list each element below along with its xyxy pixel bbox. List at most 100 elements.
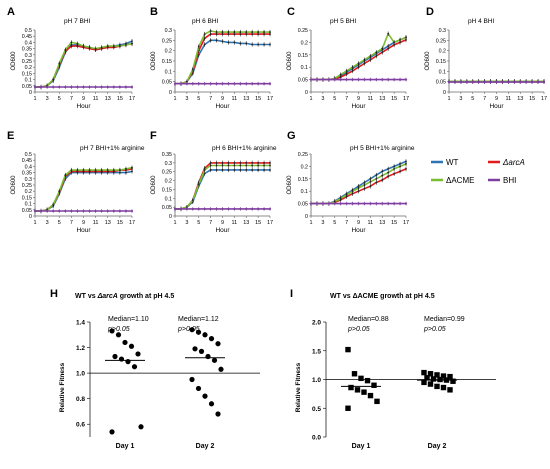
data-point — [363, 58, 366, 61]
x-tick-label: 9 — [357, 220, 360, 226]
data-point — [393, 202, 396, 205]
y-tick-label: 0.05 — [162, 205, 172, 211]
x-tick-label: 15 — [391, 96, 397, 102]
data-point — [381, 179, 384, 181]
y-tick-label: 0.45 — [22, 34, 32, 40]
x-tick-label: 9 — [82, 220, 85, 226]
data-point — [381, 174, 384, 177]
series-bhi — [309, 77, 408, 82]
data-point — [257, 161, 260, 164]
legend-label: BHI — [503, 176, 516, 185]
x-tick-label: 5 — [58, 220, 61, 226]
data-point — [536, 80, 540, 84]
y-tick-label: 0.4 — [25, 164, 32, 170]
panel-title: WT vs ΔarcA growth at pH 4.5 — [75, 293, 174, 300]
data-point — [251, 169, 254, 171]
y-tick-label: 0.1 — [439, 69, 446, 75]
x-tick-label: 13 — [379, 96, 385, 102]
stat-median: Median=0.99 — [424, 316, 465, 323]
data-point — [375, 78, 378, 81]
x-axis-label: Hour — [76, 227, 91, 234]
y-tick-label: 0.3 — [25, 177, 32, 183]
data-point — [203, 37, 206, 40]
data-point — [361, 389, 367, 395]
data-point — [192, 346, 198, 352]
data-point — [100, 85, 103, 89]
data-point — [122, 339, 128, 346]
data-point — [345, 202, 348, 205]
y-tick-label: 0.25 — [22, 183, 32, 189]
data-point — [339, 73, 342, 76]
data-point — [130, 85, 134, 89]
data-point — [471, 80, 474, 84]
data-point — [185, 80, 188, 83]
data-point — [381, 51, 384, 54]
data-point — [315, 78, 319, 81]
data-point — [64, 48, 67, 51]
y-tick-label: 0.5 — [25, 152, 32, 158]
y-tick-label: 0.5 — [312, 406, 321, 413]
data-point — [195, 329, 202, 335]
data-point — [339, 197, 342, 200]
x-tick-label: 17 — [541, 96, 547, 102]
data-point — [381, 47, 384, 50]
data-point — [245, 207, 248, 211]
data-point — [215, 164, 218, 167]
data-point — [52, 85, 55, 89]
panel-f: FpH 6 BHI+1% arginine 0 0.05 0.1 0.15 0.2 0.25… — [150, 130, 277, 234]
y-tick-label: 0.0 — [312, 435, 321, 442]
y-tick-label: 0.2 — [165, 179, 172, 185]
data-point — [263, 31, 265, 33]
data-point — [399, 39, 401, 41]
legend-item-acme: ΔACME — [431, 176, 474, 185]
stat-median: Median=0.88 — [348, 316, 389, 323]
data-point — [215, 169, 218, 171]
data-point — [447, 387, 453, 393]
data-point — [351, 70, 354, 72]
data-point — [375, 177, 378, 180]
data-point — [351, 78, 354, 81]
data-point — [130, 209, 134, 213]
data-point — [465, 80, 468, 84]
data-point — [519, 80, 522, 84]
data-point — [257, 207, 260, 211]
data-point — [427, 381, 434, 387]
data-point — [351, 371, 358, 377]
data-point — [268, 82, 272, 85]
data-point — [202, 393, 208, 399]
panel-letter: B — [150, 6, 158, 18]
data-point — [477, 80, 480, 84]
data-point — [393, 167, 396, 170]
legend-item-bhi: BHI — [488, 176, 516, 185]
data-point — [221, 40, 224, 43]
data-point — [203, 82, 206, 85]
data-point — [369, 78, 372, 81]
data-point — [363, 181, 366, 184]
data-point — [131, 40, 133, 43]
panel-letter: I — [290, 288, 293, 300]
data-point — [245, 161, 248, 164]
panel-title-part: ΔACME — [353, 293, 379, 300]
data-point — [82, 85, 85, 89]
data-point — [369, 202, 372, 205]
y-tick-label: 1.0 — [76, 371, 85, 378]
y-axis-label: OD600 — [151, 175, 157, 195]
data-point — [197, 183, 200, 186]
series-bhi — [33, 209, 134, 213]
data-point — [239, 161, 242, 164]
data-point — [227, 31, 230, 33]
group-day-1: Day 1 Median=0.88 p>0.05 — [341, 316, 389, 450]
x-tick-label: 1 — [173, 220, 176, 226]
data-point — [447, 80, 451, 84]
data-point — [112, 209, 115, 213]
data-point — [309, 78, 313, 81]
y-tick-label: 0 — [29, 214, 32, 220]
data-point — [351, 190, 354, 193]
y-tick-label: 0.25 — [162, 38, 172, 44]
y-tick-label: 0 — [443, 90, 446, 96]
y-tick-label: 1.4 — [76, 320, 85, 327]
x-tick-label: 3 — [46, 96, 49, 102]
data-point — [369, 185, 372, 188]
